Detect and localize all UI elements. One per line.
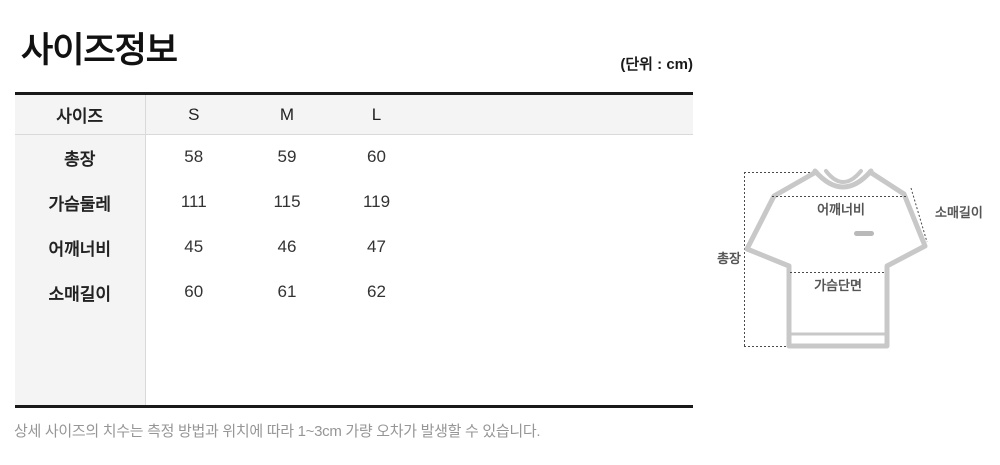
chest-width-label: 가슴단면 bbox=[814, 278, 862, 293]
cell-filler bbox=[421, 225, 693, 270]
spacer-cell bbox=[145, 315, 693, 407]
sleeve-length-measure-line bbox=[910, 187, 928, 243]
tshirt-collar-inner bbox=[824, 169, 863, 184]
row-label: 가슴둘레 bbox=[15, 179, 146, 225]
size-table: 사이즈 S M L 총장 58 59 60 가슴둘레 111 115 119 bbox=[15, 92, 693, 408]
cell-value: 115 bbox=[273, 192, 301, 211]
shoulder-width-label: 어깨너비 bbox=[817, 202, 865, 217]
cell-filler bbox=[421, 270, 693, 315]
table-row: 소매길이 60 61 62 bbox=[15, 269, 693, 315]
tshirt-measurement-diagram: 총장 어깨너비 가슴단면 소매길이 bbox=[717, 168, 983, 349]
table-row: 가슴둘레 111 115 119 bbox=[15, 179, 693, 225]
cell-filler bbox=[421, 135, 693, 180]
cell-value: 62 bbox=[367, 282, 386, 301]
table-spacer-row bbox=[15, 314, 693, 407]
header-cell-size: 사이즈 bbox=[15, 93, 146, 135]
spacer-label-cell bbox=[15, 314, 146, 407]
cell-filler bbox=[421, 180, 693, 225]
cell-value: 46 bbox=[277, 237, 297, 256]
cell-value: 58 bbox=[184, 147, 204, 167]
row-label: 어깨너비 bbox=[15, 224, 146, 270]
cell-value: 45 bbox=[184, 237, 204, 256]
total-length-measure-line bbox=[744, 172, 812, 347]
header-cell-filler bbox=[421, 93, 693, 135]
row-label: 총장 bbox=[15, 134, 146, 180]
cell-value: 119 bbox=[362, 192, 391, 211]
cell-value: 60 bbox=[184, 282, 204, 301]
table-row: 어깨너비 45 46 47 bbox=[15, 224, 693, 270]
cell-value: 60 bbox=[367, 147, 386, 167]
sleeve-length-label: 소매길이 bbox=[935, 205, 983, 220]
header-cell-s: S bbox=[145, 93, 242, 135]
cell-value: 111 bbox=[180, 192, 207, 211]
cell-value: 59 bbox=[277, 147, 297, 167]
size-disclaimer-note: 상세 사이즈의 치수는 측정 방법과 위치에 따라 1~3cm 가량 오차가 발… bbox=[14, 423, 541, 440]
logo-dash bbox=[854, 231, 874, 236]
total-length-label: 총장 bbox=[717, 251, 741, 266]
row-label: 소매길이 bbox=[15, 269, 146, 315]
cell-value: 47 bbox=[367, 237, 386, 256]
header-cell-l: L bbox=[332, 93, 421, 135]
unit-label: (단위 : cm) bbox=[620, 56, 693, 73]
page-title: 사이즈정보 bbox=[21, 31, 178, 70]
tshirt-outline bbox=[744, 169, 928, 349]
size-table-header-row: 사이즈 S M L bbox=[15, 93, 693, 135]
header-cell-m: M bbox=[242, 93, 332, 135]
cell-value: 61 bbox=[277, 282, 297, 301]
table-row: 총장 58 59 60 bbox=[15, 134, 693, 180]
tshirt-collar-outer bbox=[812, 168, 874, 190]
